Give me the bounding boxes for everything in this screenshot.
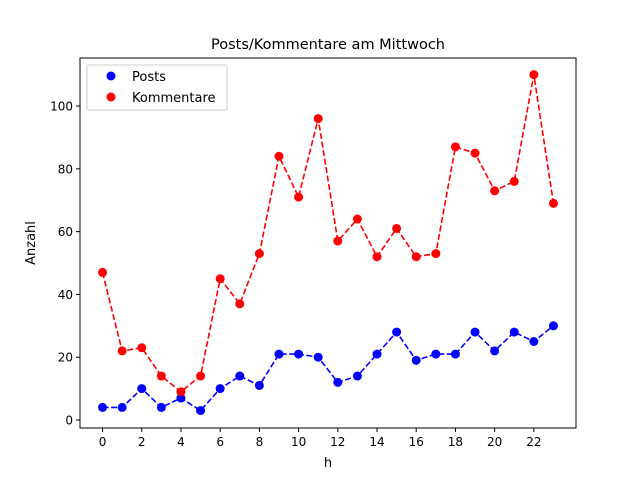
data-point-kommentare (548, 198, 558, 208)
data-point-kommentare (431, 249, 441, 259)
legend-marker-posts (106, 71, 116, 81)
data-point-kommentare (333, 236, 343, 246)
x-tick-label: 12 (330, 435, 345, 449)
data-point-kommentare (294, 192, 304, 202)
data-point-posts (548, 321, 558, 331)
data-point-kommentare (254, 249, 264, 259)
legend-marker-kommentare (106, 92, 116, 102)
x-axis-label: h (324, 456, 332, 471)
data-point-posts (529, 337, 539, 347)
data-point-posts (509, 327, 519, 337)
data-point-posts (411, 355, 421, 365)
data-point-posts (176, 393, 186, 403)
data-point-posts (470, 327, 480, 337)
data-point-kommentare (176, 387, 186, 397)
data-point-kommentare (313, 114, 323, 124)
data-point-kommentare (196, 371, 206, 381)
plot-area (98, 70, 558, 416)
data-point-kommentare (411, 252, 421, 262)
x-tick-label: 6 (216, 435, 224, 449)
x-tick-label: 10 (291, 435, 306, 449)
y-tick-label: 100 (50, 100, 73, 114)
y-tick-label: 60 (58, 225, 73, 239)
data-point-kommentare (274, 151, 284, 161)
data-point-kommentare (137, 343, 147, 353)
data-point-posts (313, 352, 323, 362)
data-point-kommentare (529, 70, 539, 80)
data-point-kommentare (470, 148, 480, 158)
x-tick-label: 2 (138, 435, 146, 449)
y-tick-label: 80 (58, 162, 73, 176)
data-point-kommentare (98, 267, 108, 277)
legend-label-kommentare: Kommentare (132, 91, 216, 106)
data-point-kommentare (490, 186, 500, 196)
data-point-posts (254, 380, 264, 390)
data-point-kommentare (235, 299, 245, 309)
x-tick-label: 8 (256, 435, 264, 449)
data-point-posts (156, 402, 166, 412)
data-point-posts (431, 349, 441, 359)
x-tick-label: 16 (409, 435, 424, 449)
x-tick-label: 20 (487, 435, 502, 449)
y-tick-label: 20 (58, 351, 73, 365)
data-point-kommentare (392, 223, 402, 233)
x-tick-label: 4 (177, 435, 185, 449)
data-point-posts (274, 349, 284, 359)
x-tick-label: 22 (526, 435, 541, 449)
data-point-posts (450, 349, 460, 359)
data-point-posts (392, 327, 402, 337)
data-point-posts (490, 346, 500, 356)
y-tick-label: 40 (58, 288, 73, 302)
data-point-kommentare (352, 214, 362, 224)
data-point-kommentare (117, 346, 127, 356)
axes-frame (79, 57, 577, 429)
data-point-posts (352, 371, 362, 381)
y-axis-label: Anzahl (24, 221, 39, 265)
data-point-posts (196, 406, 206, 416)
legend-box (86, 64, 228, 111)
x-tick-label: 18 (448, 435, 463, 449)
data-point-posts (372, 349, 382, 359)
data-point-kommentare (509, 176, 519, 186)
data-point-kommentare (372, 252, 382, 262)
data-point-posts (294, 349, 304, 359)
series-line-posts (102, 325, 554, 412)
x-tick-label: 14 (369, 435, 384, 449)
data-point-posts (333, 377, 343, 387)
data-point-posts (235, 371, 245, 381)
data-point-posts (98, 402, 108, 412)
legend: Posts Kommentare (86, 64, 228, 111)
chart-title: Posts/Kommentare am Mittwoch (211, 37, 445, 53)
data-point-posts (117, 402, 127, 412)
data-point-kommentare (215, 274, 225, 284)
data-point-kommentare (450, 142, 460, 152)
legend-label-posts: Posts (132, 70, 166, 85)
data-point-kommentare (156, 371, 166, 381)
series-line-kommentare (101, 74, 555, 393)
data-point-posts (215, 384, 225, 394)
y-tick-label: 0 (65, 413, 73, 427)
x-tick-label: 0 (99, 435, 107, 449)
data-point-posts (137, 384, 147, 394)
